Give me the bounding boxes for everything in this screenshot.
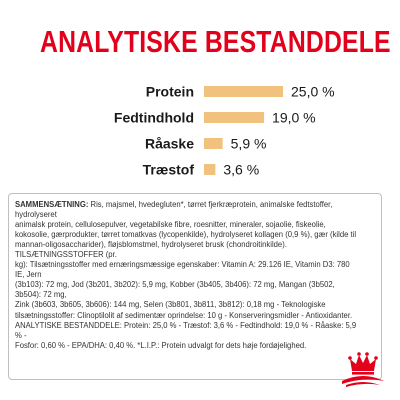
nutrient-bar-chart: Protein 25,0 % Fedtindhold 19,0 % Råaske 5,9 … — [0, 78, 400, 200]
composition-line-0: SAMMENSÆTNING: Ris, majsmel, hvedegluten… — [15, 200, 333, 220]
category-label-1: Fedtindhold — [114, 110, 194, 126]
category-label-0: Protein — [146, 84, 194, 100]
bar-3 — [204, 164, 216, 175]
value-label-2: 5,9 % — [231, 136, 267, 152]
page-title: ANALYTISKE BESTANDDELE — [40, 24, 391, 59]
composition-line-4: kg): Tilsætningsstoffer med ernæringsmæs… — [15, 260, 350, 280]
category-label-3: Træstof — [143, 162, 195, 178]
bar-2 — [204, 138, 223, 149]
bar-1 — [204, 112, 265, 123]
value-label-0: 25,0 % — [291, 84, 335, 100]
composition-heading: SAMMENSÆTNING: — [15, 200, 89, 209]
composition-line-2: kokosolie, gærprodukter, tørret tomatkva… — [15, 230, 357, 240]
composition-text: SAMMENSÆTNING: Ris, majsmel, hvedegluten… — [15, 200, 357, 351]
composition-line-6: Zink (3b603, 3b605, 3b606): 144 mg, Sele… — [15, 300, 326, 310]
composition-line-5: (3b103): 72 mg, Jod (3b201, 3b202): 5,9 … — [15, 280, 335, 300]
composition-line-3: mannan-oligosaccharider), fløjsblomstmel… — [15, 240, 287, 260]
bar-0 — [204, 86, 283, 97]
category-label-2: Råaske — [145, 136, 194, 152]
value-label-1: 19,0 % — [272, 110, 316, 126]
composition-line-9: Fosfor: 0,60 % - EPA/DHA: 0,40 %. *L.I.P… — [15, 340, 307, 350]
composition-line-1: animalsk protein, cellulosepulver, veget… — [15, 220, 326, 230]
composition-line-8: ANALYTISKE BESTANDDELE: Protein: 25,0 % … — [15, 320, 357, 340]
composition-box — [8, 193, 382, 380]
chart-svg: Protein 25,0 % Fedtindhold 19,0 % Råaske 5,9 … — [114, 84, 335, 178]
value-label-3: 3,6 % — [223, 162, 259, 178]
composition-line-7: tilsætningsstoffer: Clinoptilolit af sed… — [15, 310, 353, 320]
royal-canin-crown-icon — [342, 352, 384, 387]
